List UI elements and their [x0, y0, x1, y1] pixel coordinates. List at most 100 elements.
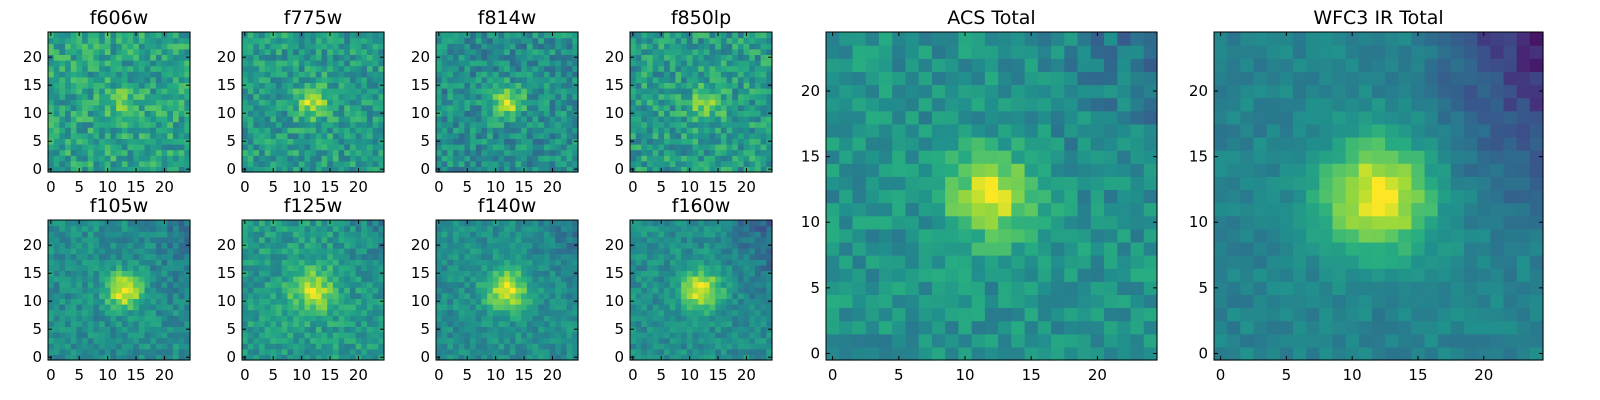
heatmap-cell	[447, 138, 454, 145]
heatmap-cell	[498, 99, 505, 106]
heatmap-cell	[70, 76, 77, 83]
heatmap-cell	[332, 54, 340, 61]
heatmap-cell	[698, 65, 705, 72]
heatmap-cell	[70, 99, 77, 106]
heatmap-cell	[315, 332, 323, 339]
heatmap-cell	[247, 270, 254, 277]
heatmap-cell	[538, 99, 545, 106]
heatmap-cell	[715, 71, 722, 78]
heatmap-cell	[664, 88, 671, 95]
heatmap-cell	[560, 110, 568, 117]
heatmap-cell	[749, 144, 756, 151]
heatmap-cell	[361, 121, 368, 128]
heatmap-cell	[737, 48, 745, 55]
heatmap-cell	[566, 149, 573, 156]
heatmap-cell	[310, 48, 317, 55]
heatmap-cell	[53, 60, 60, 67]
heatmap-cell	[76, 225, 83, 232]
heatmap-cell	[686, 76, 694, 83]
heatmap-cell	[458, 160, 465, 167]
heatmap-cell	[743, 160, 750, 167]
heatmap-cell	[65, 71, 72, 78]
heatmap-cell	[150, 160, 157, 167]
heatmap-cell	[504, 60, 511, 67]
heatmap-cell	[293, 298, 300, 305]
heatmap-cell	[732, 276, 739, 283]
heatmap-cell	[138, 99, 146, 106]
heatmap-cell	[504, 88, 511, 95]
heatmap-cell	[378, 116, 385, 123]
heatmap-cell	[532, 270, 539, 277]
heatmap-cell	[555, 43, 562, 50]
heatmap-cell	[703, 32, 711, 39]
heatmap-cell	[150, 332, 157, 339]
heatmap-cell	[372, 76, 379, 83]
heatmap-cell	[321, 104, 328, 111]
heatmap-cell	[504, 354, 511, 361]
heatmap-cell	[630, 160, 637, 167]
heatmap-cell	[560, 149, 568, 156]
heatmap-cell	[720, 48, 728, 55]
heatmap-cell	[161, 65, 168, 72]
heatmap-cell	[470, 348, 477, 355]
heatmap-cell	[327, 287, 334, 294]
heatmap-cell	[458, 253, 465, 260]
heatmap-cell	[566, 110, 573, 117]
heatmap-cell	[572, 132, 579, 139]
heatmap-cell	[635, 160, 642, 167]
heatmap-cell	[766, 127, 773, 134]
heatmap-cell	[138, 76, 146, 83]
heatmap-cell	[53, 326, 60, 333]
heatmap-cell	[93, 354, 100, 361]
heatmap-cell	[492, 315, 500, 322]
heatmap-cell	[572, 48, 579, 55]
heatmap-cell	[720, 298, 728, 305]
heatmap-cell	[259, 326, 266, 333]
heatmap-cell	[737, 292, 745, 299]
heatmap-cell	[155, 332, 163, 339]
heatmap-cell	[521, 264, 528, 271]
heatmap-cell	[82, 88, 89, 95]
heatmap-cell	[715, 82, 722, 89]
heatmap-cell	[310, 149, 317, 156]
heatmap-cell	[293, 121, 300, 128]
heatmap-cell	[447, 37, 454, 44]
heatmap-cell	[155, 121, 163, 128]
heatmap-cell	[287, 104, 294, 111]
heatmap-cell	[48, 248, 55, 255]
heatmap-cell	[315, 88, 323, 95]
heatmap-cell	[70, 93, 77, 100]
heatmap-cell	[652, 315, 659, 322]
heatmap-cell	[270, 76, 277, 83]
heatmap-cell	[726, 48, 733, 55]
heatmap-cell	[635, 281, 642, 288]
heatmap-cell	[509, 132, 517, 139]
heatmap-cell	[447, 104, 454, 111]
heatmap-cell	[355, 121, 362, 128]
heatmap-cell	[703, 320, 711, 327]
heatmap-cell	[327, 242, 334, 249]
heatmap-cell	[453, 60, 460, 67]
heatmap-cell	[543, 99, 551, 106]
heatmap-cell	[492, 248, 500, 255]
heatmap-cell	[447, 348, 454, 355]
heatmap-cell	[703, 121, 711, 128]
heatmap-cell	[349, 149, 357, 156]
heatmap-cell	[555, 354, 562, 361]
heatmap-cell	[310, 253, 317, 260]
heatmap-cell	[526, 121, 534, 128]
heatmap-cell	[543, 343, 551, 350]
heatmap-cell	[441, 309, 448, 316]
heatmap-cell	[447, 127, 454, 134]
heatmap-cell	[253, 264, 260, 271]
heatmap-cell	[150, 304, 157, 311]
heatmap-cell	[630, 343, 637, 350]
heatmap-cell	[498, 166, 505, 173]
heatmap-cell	[436, 264, 443, 271]
heatmap-cell	[720, 326, 728, 333]
heatmap-cell	[703, 326, 711, 333]
heatmap-cell	[338, 160, 345, 167]
heatmap-cell	[344, 32, 351, 39]
heatmap-cell	[681, 99, 688, 106]
